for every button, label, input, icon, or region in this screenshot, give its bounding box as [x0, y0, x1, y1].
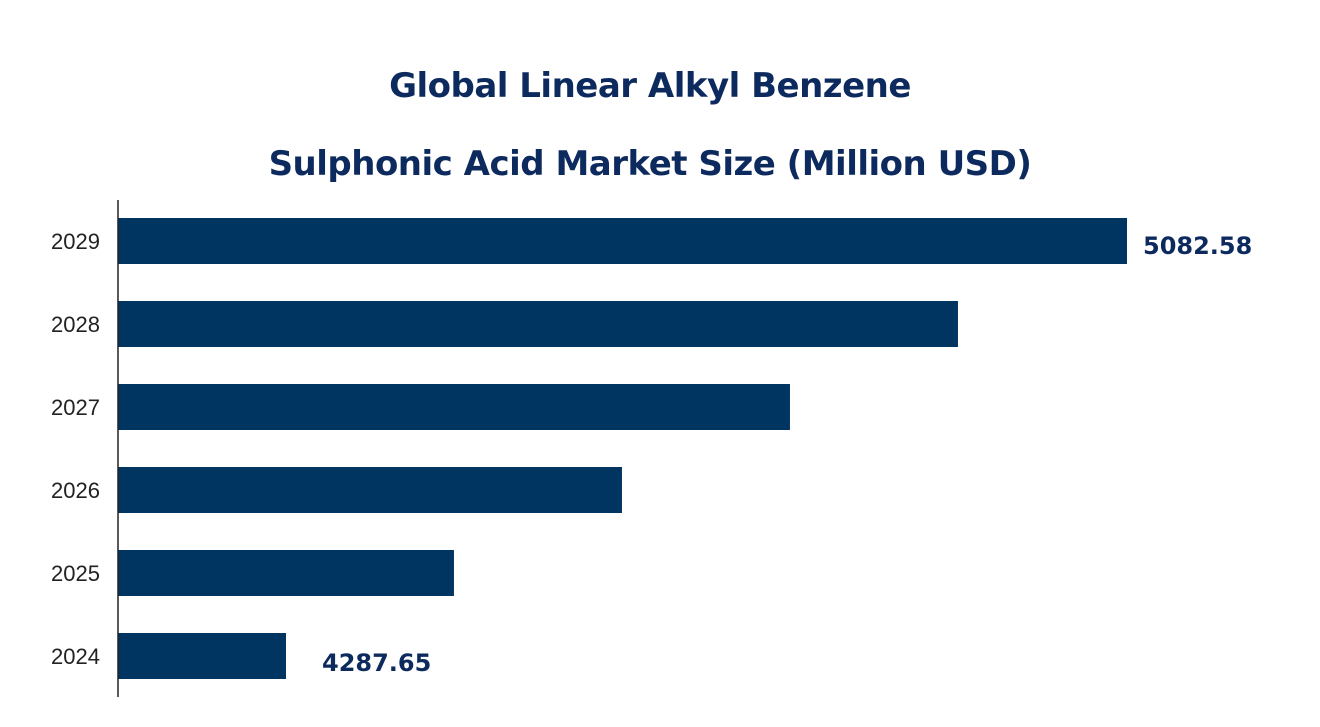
bar-2025: [118, 550, 454, 596]
bar-2026: [118, 467, 622, 513]
data-label-2024: 4287.65: [322, 649, 431, 677]
data-label-2029: 5082.58: [1143, 232, 1252, 260]
bar-2028: [118, 301, 958, 347]
bar-2027: [118, 384, 790, 430]
y-tick-label-2027: 2027: [51, 395, 100, 420]
chart-title-line-2: Sulphonic Acid Market Size (Million USD): [268, 144, 1032, 184]
y-tick-label-2024: 2024: [51, 644, 100, 669]
bar-2024: [118, 633, 287, 679]
y-tick-label-2026: 2026: [51, 478, 100, 503]
y-tick-label-2029: 2029: [51, 229, 100, 254]
y-tick-label-2025: 2025: [51, 561, 100, 586]
y-tick-label-2028: 2028: [51, 312, 100, 337]
chart-title-line-1: Global Linear Alkyl Benzene: [389, 66, 911, 106]
bar-2029: [118, 218, 1127, 264]
